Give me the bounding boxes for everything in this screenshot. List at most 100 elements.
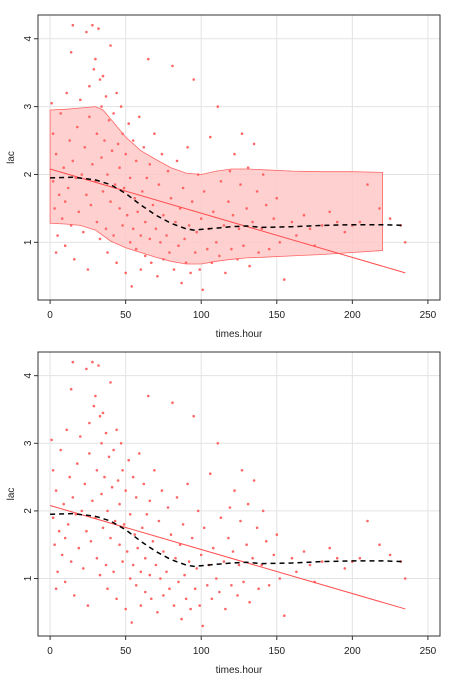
data-point — [202, 526, 206, 530]
data-point — [107, 118, 111, 122]
data-point — [107, 455, 111, 459]
data-point — [177, 244, 180, 247]
data-point — [160, 152, 164, 156]
data-point — [95, 220, 99, 224]
data-point — [181, 186, 185, 190]
data-point — [272, 553, 276, 557]
data-point — [189, 607, 192, 611]
data-point — [172, 604, 176, 607]
data-point — [104, 227, 108, 231]
data-point — [160, 489, 164, 492]
data-point — [139, 604, 143, 607]
data-point — [245, 207, 248, 210]
data-point — [98, 78, 102, 81]
x-tick-label: 0 — [47, 310, 53, 321]
data-point — [85, 529, 88, 533]
data-point — [106, 173, 109, 176]
data-point — [264, 540, 268, 543]
data-point — [121, 469, 124, 472]
data-point — [98, 237, 102, 241]
data-point — [219, 180, 223, 183]
x-tick-label: 200 — [344, 310, 361, 321]
data-point — [66, 186, 70, 190]
data-point — [187, 224, 191, 227]
data-point — [267, 247, 271, 251]
data-point — [139, 570, 143, 574]
data-point — [156, 611, 159, 614]
x-axis-label: times.hour — [216, 329, 263, 340]
data-point — [73, 258, 76, 261]
data-point — [83, 482, 87, 486]
data-point — [142, 146, 146, 149]
data-point — [245, 543, 248, 546]
data-point — [101, 526, 105, 530]
data-point — [230, 584, 233, 587]
data-point — [139, 234, 143, 237]
data-point — [231, 213, 235, 217]
data-point — [239, 519, 242, 523]
data-point — [283, 614, 286, 617]
data-point — [68, 139, 71, 142]
data-point — [85, 193, 88, 197]
data-point — [62, 502, 65, 506]
plot-top: 0 50 100 150 200 250 1 2 3 4 times.hour lac — [6, 14, 441, 340]
data-point — [283, 278, 286, 281]
data-point — [219, 516, 223, 519]
data-point — [88, 421, 91, 425]
data-point — [181, 523, 185, 526]
data-point — [153, 469, 156, 472]
data-point — [124, 152, 127, 156]
y-tick-label: 2 — [23, 171, 34, 177]
x-tick-label: 250 — [420, 646, 437, 657]
data-point — [95, 556, 99, 560]
data-point — [366, 183, 369, 186]
data-point — [73, 594, 76, 597]
data-point — [272, 217, 276, 220]
data-point — [192, 414, 195, 418]
data-point — [71, 23, 75, 27]
data-point — [248, 600, 251, 604]
data-point — [172, 268, 176, 271]
data-point — [131, 475, 135, 479]
data-point — [183, 237, 186, 241]
data-point — [130, 285, 133, 288]
data-point — [101, 74, 105, 78]
data-point — [104, 95, 108, 98]
data-point — [175, 496, 179, 499]
data-point — [198, 604, 201, 607]
data-point — [51, 132, 55, 135]
data-point — [145, 513, 149, 516]
x-tick-label: 200 — [344, 646, 361, 657]
data-point — [118, 166, 121, 169]
data-point — [192, 78, 195, 81]
data-point — [328, 546, 332, 550]
data-point — [100, 156, 103, 159]
data-point — [162, 258, 165, 261]
data-point — [97, 364, 100, 367]
data-point — [242, 580, 245, 584]
data-point — [227, 536, 230, 540]
data-point — [343, 567, 347, 570]
data-point — [157, 183, 161, 186]
data-point — [388, 217, 392, 220]
data-point — [50, 101, 53, 105]
data-point — [69, 51, 73, 54]
data-point — [62, 166, 65, 169]
data-point — [156, 275, 159, 278]
data-point — [157, 519, 161, 523]
data-point — [252, 142, 256, 146]
data-point — [212, 546, 215, 550]
data-point — [76, 462, 79, 465]
data-point — [264, 203, 268, 207]
data-point — [202, 190, 206, 193]
data-point — [50, 438, 53, 442]
data-point — [169, 533, 173, 536]
data-point — [88, 84, 91, 88]
data-point — [110, 149, 114, 152]
plot-frame — [37, 14, 441, 301]
data-point — [125, 213, 129, 217]
data-point — [246, 502, 250, 506]
data-point — [151, 203, 155, 207]
data-point — [150, 597, 153, 601]
data-point — [144, 254, 147, 258]
